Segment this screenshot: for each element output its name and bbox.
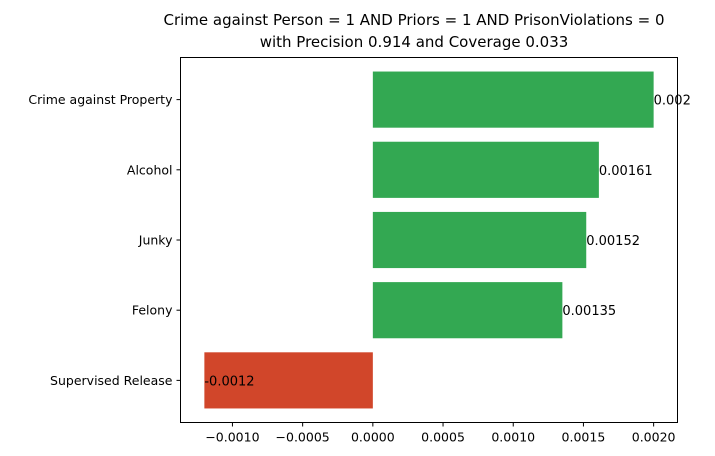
bar-4 bbox=[204, 352, 373, 409]
value-label-4: -0.0012 bbox=[204, 374, 254, 389]
x-tick-label-1: −0.0005 bbox=[276, 430, 330, 445]
x-axis: −0.0010 −0.0005 0.0000 0.0005 0.0010 0.0015 0.… bbox=[205, 422, 676, 445]
y-tick-label-1: Alcohol bbox=[127, 162, 173, 177]
y-tick-label-3: Felony bbox=[132, 303, 173, 318]
value-label-3: 0.00135 bbox=[562, 304, 616, 319]
x-tick-label-5: 0.0015 bbox=[562, 430, 606, 445]
value-label-2: 0.00152 bbox=[586, 234, 640, 249]
y-tick-label-2: Junky bbox=[138, 233, 173, 248]
bars-group bbox=[204, 71, 654, 409]
y-tick-label-0: Crime against Property bbox=[28, 92, 173, 107]
x-tick-label-6: 0.0020 bbox=[632, 430, 676, 445]
x-tick-label-0: −0.0010 bbox=[205, 430, 259, 445]
value-label-0: 0.002 bbox=[654, 94, 691, 109]
chart-title: Crime against Person = 1 AND Priors = 1 … bbox=[163, 11, 664, 29]
x-tick-label-4: 0.0010 bbox=[491, 430, 535, 445]
bar-3 bbox=[372, 282, 563, 339]
value-labels-group: 0.002 0.00161 0.00152 0.00135 -0.0012 bbox=[204, 94, 690, 390]
y-axis: Crime against Property Alcohol Junky Felony… bbox=[28, 92, 181, 388]
bar-0 bbox=[372, 71, 654, 128]
x-tick-label-2: 0.0000 bbox=[351, 430, 395, 445]
x-tick-label-3: 0.0005 bbox=[421, 430, 465, 445]
value-label-1: 0.00161 bbox=[599, 164, 653, 179]
bar-1 bbox=[372, 141, 599, 198]
y-tick-label-4: Supervised Release bbox=[50, 373, 173, 388]
chart-subtitle: with Precision 0.914 and Coverage 0.033 bbox=[260, 33, 569, 51]
bar-2 bbox=[372, 211, 587, 269]
